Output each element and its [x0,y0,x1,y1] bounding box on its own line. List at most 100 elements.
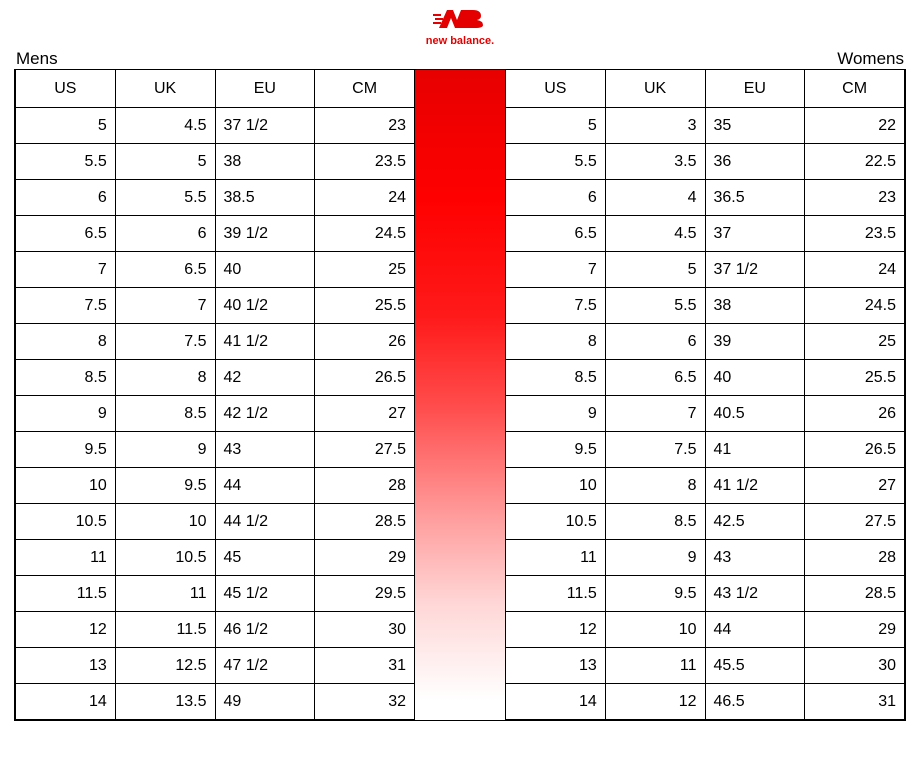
mens-cell: 23.5 [315,144,415,180]
womens-cell: 43 1/2 [705,576,805,612]
mens-cell: 4.5 [115,108,215,144]
womens-row: 131145.530 [506,648,905,684]
womens-cell: 6 [605,324,705,360]
mens-row: 65.538.524 [16,180,415,216]
mens-col-us: US [16,70,116,108]
mens-cell: 41 1/2 [215,324,315,360]
mens-cell: 11.5 [115,612,215,648]
womens-cell: 46.5 [705,684,805,720]
womens-row: 8.56.54025.5 [506,360,905,396]
womens-cell: 11 [605,648,705,684]
mens-row: 87.541 1/226 [16,324,415,360]
size-chart-page: new balance. Mens Womens US UK EU CM 54.… [0,0,920,735]
mens-cell: 42 1/2 [215,396,315,432]
womens-cell: 28 [805,540,905,576]
womens-cell: 9 [506,396,606,432]
mens-cell: 38 [215,144,315,180]
mens-row: 7.5740 1/225.5 [16,288,415,324]
mens-cell: 10 [115,504,215,540]
womens-cell: 38 [705,288,805,324]
mens-row: 8.584226.5 [16,360,415,396]
mens-cell: 28.5 [315,504,415,540]
mens-cell: 6.5 [16,216,116,252]
womens-cell: 44 [705,612,805,648]
womens-cell: 9 [605,540,705,576]
womens-cell: 7 [506,252,606,288]
mens-row: 11.51145 1/229.5 [16,576,415,612]
mens-cell: 7 [16,252,116,288]
mens-col-eu: EU [215,70,315,108]
womens-row: 12104429 [506,612,905,648]
mens-cell: 6 [16,180,116,216]
womens-cell: 30 [805,648,905,684]
mens-cell: 11.5 [16,576,116,612]
mens-row: 10.51044 1/228.5 [16,504,415,540]
mens-cell: 8.5 [16,360,116,396]
womens-row: 10841 1/227 [506,468,905,504]
womens-col-eu: EU [705,70,805,108]
womens-row: 7537 1/224 [506,252,905,288]
womens-cell: 41 1/2 [705,468,805,504]
womens-cell: 37 [705,216,805,252]
mens-cell: 28 [315,468,415,504]
mens-cell: 25.5 [315,288,415,324]
womens-cell: 26 [805,396,905,432]
mens-cell: 13.5 [115,684,215,720]
mens-cell: 30 [315,612,415,648]
womens-cell: 25.5 [805,360,905,396]
mens-cell: 5 [16,108,116,144]
womens-cell: 8 [506,324,606,360]
womens-cell: 26.5 [805,432,905,468]
womens-cell: 14 [506,684,606,720]
womens-row: 7.55.53824.5 [506,288,905,324]
womens-header-row: US UK EU CM [506,70,905,108]
mens-row: 1413.54932 [16,684,415,720]
womens-cell: 12 [605,684,705,720]
mens-cell: 43 [215,432,315,468]
womens-cell: 40.5 [705,396,805,432]
womens-cell: 36.5 [705,180,805,216]
womens-cell: 6.5 [506,216,606,252]
mens-cell: 12.5 [115,648,215,684]
womens-cell: 39 [705,324,805,360]
womens-cell: 41 [705,432,805,468]
mens-cell: 26.5 [315,360,415,396]
womens-cell: 5 [506,108,606,144]
womens-cell: 5.5 [506,144,606,180]
mens-size-table: US UK EU CM 54.537 1/2235.553823.565.538… [15,69,415,720]
womens-cell: 3 [605,108,705,144]
womens-cell: 43 [705,540,805,576]
mens-cell: 9.5 [16,432,116,468]
mens-cell: 27 [315,396,415,432]
womens-cell: 24 [805,252,905,288]
mens-row: 5.553823.5 [16,144,415,180]
womens-size-table: US UK EU CM 5335225.53.53622.56436.5236.… [505,69,905,720]
mens-cell: 9.5 [115,468,215,504]
womens-cell: 13 [506,648,606,684]
womens-row: 533522 [506,108,905,144]
mens-cell: 13 [16,648,116,684]
table-section-labels: Mens Womens [16,49,904,69]
mens-cell: 24.5 [315,216,415,252]
womens-col-uk: UK [605,70,705,108]
womens-cell: 10 [506,468,606,504]
mens-cell: 9 [115,432,215,468]
womens-cell: 37 1/2 [705,252,805,288]
mens-cell: 29 [315,540,415,576]
womens-col-us: US [506,70,606,108]
mens-cell: 11 [115,576,215,612]
mens-cell: 5 [115,144,215,180]
womens-cell: 4 [605,180,705,216]
mens-cell: 40 [215,252,315,288]
mens-cell: 45 1/2 [215,576,315,612]
womens-cell: 7.5 [605,432,705,468]
womens-cell: 29 [805,612,905,648]
mens-cell: 10.5 [16,504,116,540]
mens-row: 9.594327.5 [16,432,415,468]
womens-cell: 22.5 [805,144,905,180]
womens-cell: 6.5 [605,360,705,396]
mens-cell: 6 [115,216,215,252]
mens-cell: 27.5 [315,432,415,468]
womens-cell: 45.5 [705,648,805,684]
mens-row: 1312.547 1/231 [16,648,415,684]
